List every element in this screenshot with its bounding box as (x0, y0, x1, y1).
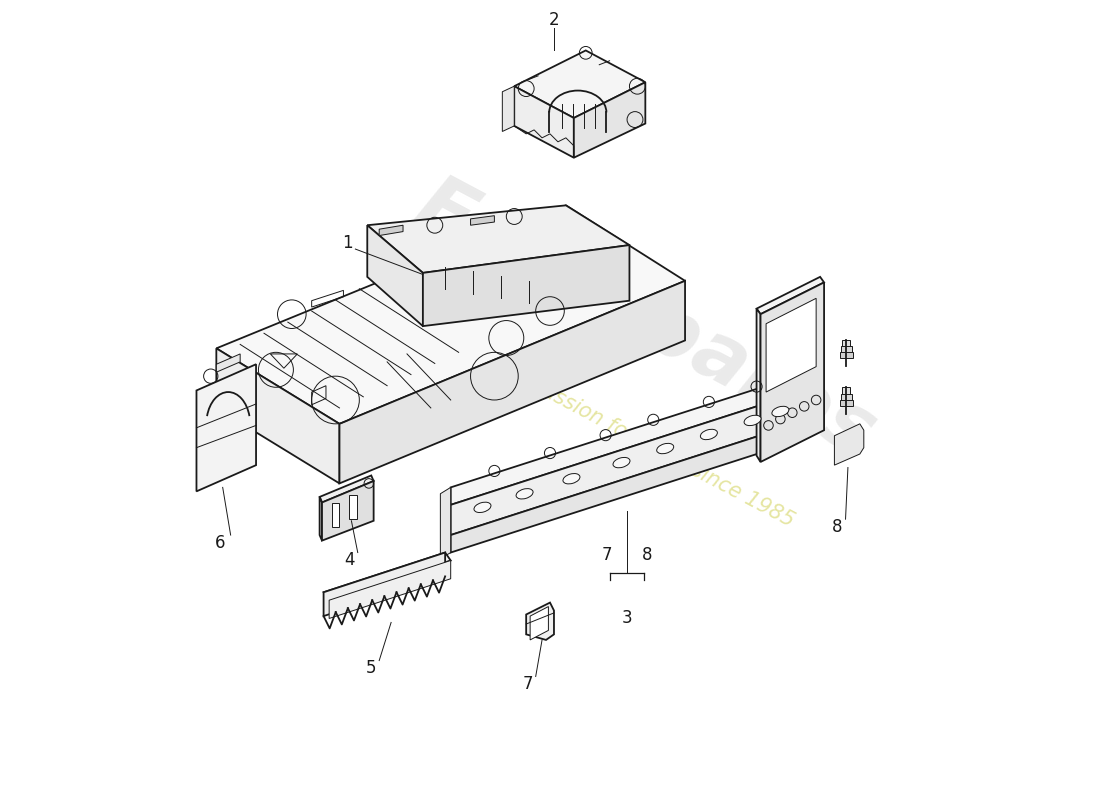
Polygon shape (843, 340, 850, 347)
Text: Eurospares: Eurospares (403, 166, 889, 474)
Polygon shape (217, 354, 240, 372)
Ellipse shape (772, 406, 789, 417)
Polygon shape (515, 86, 574, 158)
Polygon shape (379, 226, 403, 235)
Polygon shape (322, 481, 374, 541)
Polygon shape (843, 387, 850, 395)
Polygon shape (760, 282, 824, 462)
Text: 2: 2 (549, 11, 559, 30)
Polygon shape (840, 352, 854, 358)
Text: 8: 8 (833, 518, 843, 536)
Polygon shape (840, 394, 851, 402)
Polygon shape (323, 553, 446, 616)
Ellipse shape (657, 443, 673, 454)
Ellipse shape (701, 430, 717, 440)
Polygon shape (835, 424, 864, 465)
Polygon shape (349, 495, 358, 519)
Polygon shape (217, 348, 340, 483)
Polygon shape (757, 309, 760, 462)
Text: 5: 5 (366, 658, 376, 677)
Text: 1: 1 (342, 234, 353, 253)
Polygon shape (757, 277, 824, 314)
Polygon shape (503, 86, 515, 131)
Ellipse shape (474, 502, 491, 513)
Polygon shape (320, 497, 322, 541)
Polygon shape (320, 475, 374, 502)
Ellipse shape (563, 474, 580, 484)
Ellipse shape (613, 458, 630, 468)
Polygon shape (340, 281, 685, 483)
Text: 7: 7 (522, 674, 534, 693)
Polygon shape (440, 487, 451, 559)
Polygon shape (766, 298, 816, 392)
Polygon shape (422, 245, 629, 326)
Ellipse shape (516, 489, 534, 499)
Polygon shape (197, 364, 256, 491)
Polygon shape (515, 50, 646, 118)
Ellipse shape (744, 415, 761, 426)
Polygon shape (331, 503, 340, 527)
Text: 4: 4 (344, 551, 355, 570)
Polygon shape (526, 602, 554, 640)
Polygon shape (840, 400, 854, 406)
Polygon shape (471, 216, 494, 226)
Polygon shape (367, 226, 422, 326)
Polygon shape (367, 206, 629, 273)
Polygon shape (451, 376, 796, 505)
Text: 3: 3 (621, 610, 632, 627)
Polygon shape (451, 424, 796, 553)
Polygon shape (217, 206, 685, 424)
Polygon shape (574, 82, 646, 158)
Polygon shape (451, 394, 796, 535)
Polygon shape (329, 561, 451, 618)
Polygon shape (530, 606, 549, 640)
Text: 6: 6 (216, 534, 225, 552)
Polygon shape (323, 553, 451, 600)
Text: 7: 7 (602, 546, 612, 564)
Text: 8: 8 (641, 546, 652, 564)
Text: a passion for parts since 1985: a passion for parts since 1985 (509, 365, 798, 530)
Polygon shape (840, 346, 851, 354)
